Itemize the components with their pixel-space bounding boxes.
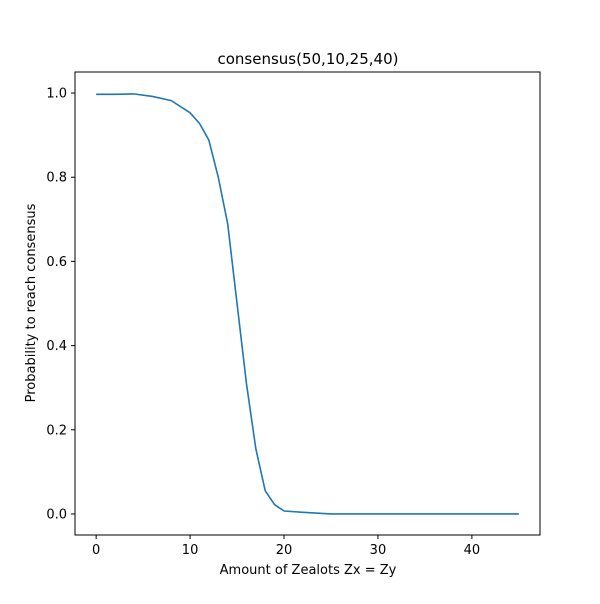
- y-tick-label: 0.8: [46, 171, 67, 186]
- y-tick-label: 0.2: [46, 423, 67, 438]
- plot-area-frame: [74, 71, 541, 536]
- series-line: [96, 93, 519, 515]
- y-tick-label: 0.0: [46, 507, 67, 522]
- series-layer: [96, 93, 519, 515]
- y-axis-label: Probability to reach consensus: [24, 203, 39, 402]
- y-tick-label: 0.4: [46, 339, 67, 354]
- y-tick-label: 0.6: [46, 255, 67, 270]
- x-tick-label: 30: [370, 543, 387, 558]
- x-axis-label: Amount of Zealots Zx = Zy: [220, 563, 397, 578]
- x-tick-label: 20: [276, 543, 293, 558]
- chart-title: consensus(50,10,25,40): [218, 50, 399, 68]
- y-axis-ticks: 0.0 0.2 0.4 0.6 0.8 1.0: [46, 87, 75, 522]
- x-axis-ticks: 0 10 20 30 40: [92, 535, 480, 558]
- x-tick-label: 40: [464, 543, 481, 558]
- y-tick-label: 1.0: [46, 87, 67, 102]
- x-tick-label: 0: [92, 543, 100, 558]
- x-tick-label: 10: [182, 543, 199, 558]
